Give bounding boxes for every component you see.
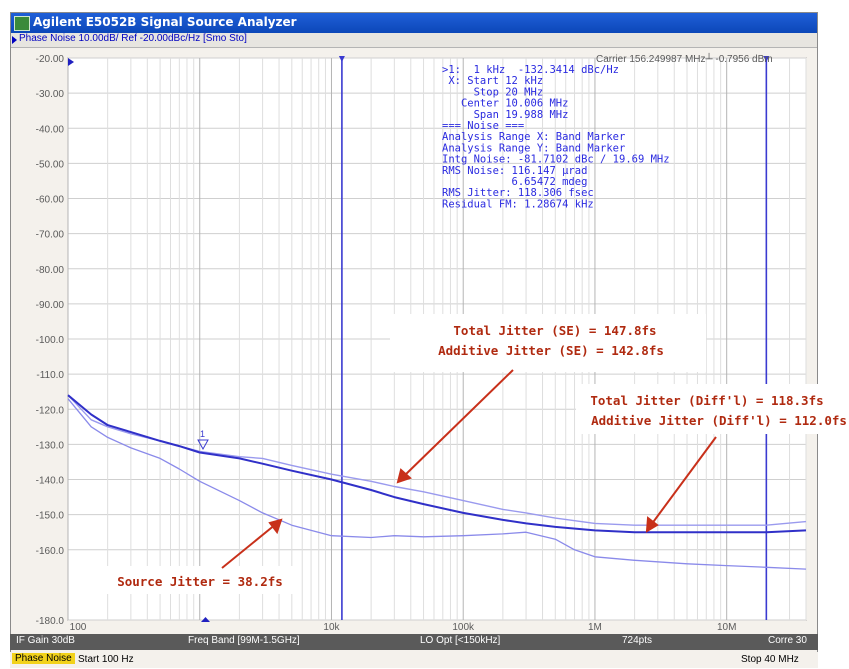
marker-readout-line: Analysis Range Y: Band Marker [442,142,625,154]
marker-readout-line: === Noise === [442,120,524,132]
marker-readout-line: RMS Jitter: 118.306 fsec [442,187,594,199]
x-tick-label: 10M [717,622,736,633]
window-title: Agilent E5052B Signal Source Analyzer [33,15,297,29]
app-icon [14,16,30,31]
se-arrowhead-icon [396,468,412,484]
lo-opt-status[interactable]: LO Opt [<150kHz] [420,635,501,646]
title-bar: Agilent E5052B Signal Source Analyzer [11,13,817,33]
diff-additive-jitter: Additive Jitter (Diff'l) = 112.0fs [591,413,847,428]
start-frequency[interactable]: Start 100 Hz [78,654,134,665]
y-tick-label: -140.0 [36,476,65,487]
corre-status[interactable]: Corre 30 [768,635,807,646]
freq-band-status[interactable]: Freq Band [99M-1.5GHz] [188,635,300,646]
x-axis-ticks: 100 10k 100k 1M 10M [70,622,737,633]
x-tick-label: 10k [323,622,340,633]
marker-readout-line: >1: 1 kHz -132.3414 dBc/Hz [442,64,619,76]
x-tick-label: 100 [70,622,87,633]
marker-readout-line: Residual FM: 1.28674 kHz [442,198,594,210]
marker-readout-line: Center 10.006 MHz [442,98,568,110]
y-tick-label: -20.00 [36,54,65,65]
arrows [221,369,717,569]
y-tick-label: -120.0 [36,405,65,416]
source-jitter: Source Jitter = 38.2fs [117,574,283,589]
marker-readout-line: RMS Noise: 116.147 µrad [442,165,587,177]
se-total-jitter: Total Jitter (SE) = 147.8fs [453,323,656,338]
marker-1-triangle [197,439,209,451]
source-arrow [221,523,277,569]
y-tick-label: -60.00 [36,195,65,206]
band-marker-flag-icon [338,56,345,62]
mode-badge[interactable]: Phase Noise [12,653,75,664]
status-bar: IF Gain 30dB Freq Band [99M-1.5GHz] LO O… [10,634,818,650]
y-tick-label: -110.0 [36,370,64,381]
x-tick-label: 100k [452,622,475,633]
y-tick-label: -180.0 [36,616,65,627]
bottom-bar: Phase Noise Start 100 Hz Stop 40 MHz [10,652,818,668]
diff-callout-box [576,384,846,434]
ref-level-pointer-icon [68,58,74,66]
y-axis-ticks: -20.00 -30.00 -40.00 -50.00 -60.00 -70.00 -80.… [36,54,65,627]
y-tick-label: -130.0 [36,440,65,451]
trace-source [67,398,807,570]
marker-1-label: 1 [200,429,205,439]
marker-readout-line: Stop 20 MHz [442,86,543,98]
traces [67,394,807,570]
if-gain-status[interactable]: IF Gain 30dB [16,635,75,646]
marker-1[interactable]: 1 [197,429,209,451]
y-tick-label: -150.0 [36,511,65,522]
y-tick-label: -70.00 [36,230,65,241]
y-tick-label: -80.00 [36,265,65,276]
marker-readout-line: X: Start 12 kHz [442,75,543,87]
marker-readout-line: 6.65472 mdeg [442,176,587,188]
x-tick-label: 1M [588,622,602,633]
source-callout-box [100,566,300,594]
stop-frequency[interactable]: Stop 40 MHz [741,654,799,665]
marker-readout-line: Intg Noise: -81.7102 dBc / 19.69 MHz [442,154,670,166]
marker-readout: >1: 1 kHz -132.3414 dBc/Hz X: Start 12 k… [442,64,670,210]
band-markers [338,56,770,620]
y-tick-label: -50.00 [36,159,65,170]
trace-header-label: Phase Noise 10.00dB/ Ref -20.00dBc/Hz [S… [19,33,247,44]
points-status[interactable]: 724pts [622,635,653,646]
trace-diff [67,394,807,534]
y-tick-label: -40.00 [36,124,65,135]
trace-header-bar[interactable]: Phase Noise 10.00dB/ Ref -20.00dBc/Hz [S… [11,33,817,48]
se-arrow [402,369,514,478]
band-marker-flag-icon [763,56,770,62]
y-tick-label: -30.00 [36,89,65,100]
se-additive-jitter: Additive Jitter (SE) = 142.8fs [438,343,664,358]
carrier-readout: Carrier 156.249987 MHz┴ -0.7956 dBm [596,52,773,65]
y-tick-label: -100.0 [36,335,65,346]
diff-total-jitter: Total Jitter (Diff'l) = 118.3fs [590,393,823,408]
x-marker-pointer-icon [201,617,210,622]
se-callout-box [390,314,706,372]
y-tick-label: -160.0 [36,546,65,557]
active-trace-icon [12,36,17,44]
diff-arrow [650,436,717,526]
marker-readout-line: Analysis Range X: Band Marker [442,131,625,143]
diff-arrowhead-icon [645,516,659,533]
y-tick-label: -90.00 [36,300,65,311]
source-arrowhead-icon [268,518,283,535]
marker-readout-line: Span 19.988 MHz [442,109,568,121]
